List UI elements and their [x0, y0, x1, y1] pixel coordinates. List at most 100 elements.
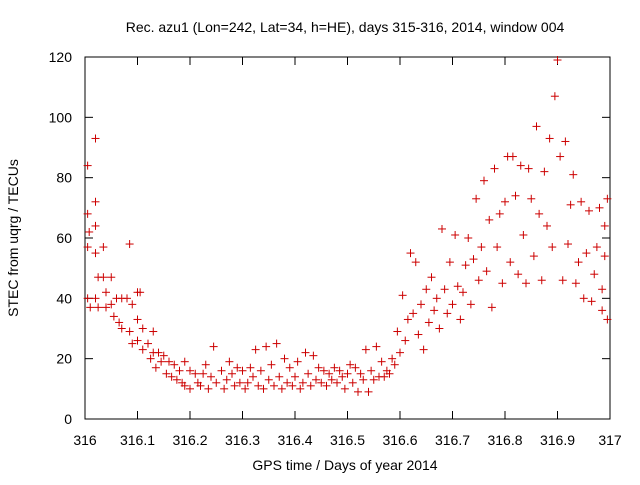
data-point: [579, 294, 588, 303]
data-point: [403, 315, 412, 324]
y-tick-label: 40: [56, 290, 72, 306]
data-point: [390, 360, 399, 369]
data-point: [519, 230, 528, 239]
data-point: [493, 243, 502, 252]
data-point: [230, 381, 239, 390]
data-point: [91, 197, 100, 206]
data-point: [338, 372, 347, 381]
data-point: [115, 318, 124, 327]
data-point: [354, 387, 362, 396]
data-point: [506, 258, 515, 267]
x-axis-label: GPS time / Days of year 2014: [252, 457, 437, 473]
data-point: [598, 306, 607, 315]
data-point: [209, 342, 218, 351]
data-point: [482, 267, 491, 276]
data-point: [498, 279, 507, 288]
data-point: [590, 270, 599, 279]
data-point: [367, 366, 376, 375]
data-point: [298, 378, 307, 387]
data-point: [138, 324, 147, 333]
data-point: [144, 339, 152, 348]
data-point: [406, 249, 415, 258]
data-point: [459, 288, 467, 297]
data-point: [603, 194, 612, 203]
data-point: [133, 315, 142, 324]
data-point: [109, 312, 118, 321]
data-point: [235, 378, 244, 387]
data-point: [251, 345, 260, 354]
data-point: [464, 234, 473, 242]
data-point: [149, 327, 158, 336]
data-point: [288, 381, 297, 390]
data-point: [438, 224, 446, 233]
data-point: [233, 363, 242, 372]
data-point: [453, 282, 462, 291]
data-point: [550, 92, 559, 101]
x-tick-label: 316.9: [540, 432, 575, 448]
data-point: [377, 357, 386, 366]
data-point: [393, 327, 402, 336]
data-point: [448, 300, 457, 309]
data-point: [540, 167, 549, 176]
x-axis-tick-labels: 316 316.1 316.2 316.3 316.4 316.5 316.6 316.7 31…: [73, 432, 622, 448]
data-point: [99, 243, 108, 252]
data-point: [333, 378, 341, 387]
data-point: [159, 351, 168, 360]
data-point: [592, 243, 601, 252]
data-point: [524, 164, 533, 173]
data-point: [312, 375, 320, 384]
data-point: [291, 372, 299, 381]
data-points: [83, 56, 612, 396]
data-point: [285, 363, 294, 372]
data-point: [125, 240, 134, 249]
x-tick-label: 316.8: [487, 432, 522, 448]
data-point: [83, 161, 92, 170]
data-point: [212, 378, 221, 387]
data-point: [414, 330, 423, 339]
data-point: [83, 243, 92, 252]
data-point: [267, 360, 276, 369]
data-point: [529, 252, 538, 261]
data-point: [317, 378, 326, 387]
data-point: [165, 357, 173, 366]
data-point: [511, 191, 520, 200]
data-point: [201, 360, 210, 369]
data-point: [356, 369, 365, 378]
data-point: [487, 303, 496, 312]
data-point: [306, 381, 315, 390]
data-point: [241, 384, 250, 393]
x-tick-label: 316.3: [225, 432, 260, 448]
data-point: [264, 375, 273, 384]
data-point: [330, 363, 339, 372]
data-point: [238, 366, 247, 375]
data-point: [172, 375, 181, 384]
data-point: [94, 303, 103, 312]
data-point: [243, 378, 252, 387]
data-point: [146, 354, 155, 363]
data-point: [396, 348, 404, 357]
data-point: [91, 134, 100, 143]
data-point: [180, 381, 189, 390]
data-point: [495, 209, 504, 218]
data-point: [186, 366, 194, 375]
data-point: [409, 309, 418, 318]
data-point: [477, 243, 486, 252]
data-point: [107, 300, 116, 309]
data-point: [600, 221, 609, 230]
data-point: [91, 249, 100, 258]
y-tick-label: 80: [56, 170, 72, 186]
data-point: [432, 294, 441, 303]
y-tick-label: 100: [49, 109, 73, 125]
data-point: [508, 152, 517, 161]
data-point: [256, 366, 265, 375]
y-axis-tick-labels: 0 20 40 60 80 100 120: [49, 49, 73, 427]
data-point: [207, 372, 215, 381]
data-point: [369, 375, 378, 384]
data-point: [566, 200, 575, 209]
data-point: [364, 387, 373, 396]
data-point: [301, 348, 310, 357]
data-point: [254, 381, 263, 390]
data-point: [380, 372, 389, 381]
data-point: [419, 345, 428, 354]
